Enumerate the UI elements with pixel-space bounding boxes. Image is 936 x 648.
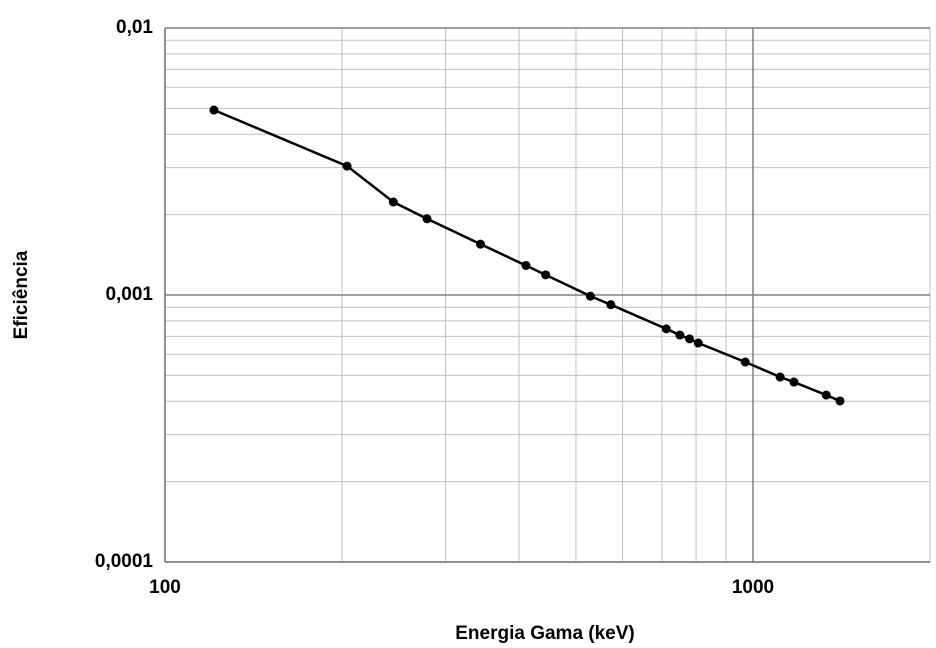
data-point bbox=[422, 214, 432, 224]
data-point bbox=[521, 260, 531, 270]
data-point bbox=[675, 330, 685, 340]
x-axis-title: Energia Gama (keV) bbox=[455, 623, 635, 644]
data-point bbox=[740, 357, 750, 367]
y-tick-label: 0,0001 bbox=[95, 551, 154, 572]
x-tick-label: 1000 bbox=[732, 577, 774, 598]
data-point bbox=[693, 338, 703, 348]
data-point bbox=[685, 334, 695, 344]
y-tick-label: 0,001 bbox=[105, 284, 153, 305]
series-line bbox=[213, 108, 841, 403]
data-point bbox=[821, 390, 831, 400]
data-point bbox=[541, 270, 551, 280]
data-point bbox=[209, 105, 219, 115]
data-point bbox=[475, 239, 485, 249]
y-tick-label: 0,01 bbox=[116, 17, 153, 38]
data-point bbox=[606, 300, 616, 310]
data-point bbox=[835, 396, 845, 406]
data-point bbox=[775, 372, 785, 382]
data-point bbox=[789, 377, 799, 387]
x-tick-label: 100 bbox=[149, 577, 181, 598]
data-point bbox=[388, 197, 398, 207]
data-point bbox=[342, 161, 352, 171]
data-point bbox=[585, 291, 595, 301]
y-axis-title: Eficiência bbox=[11, 250, 32, 339]
data-point bbox=[661, 324, 671, 334]
